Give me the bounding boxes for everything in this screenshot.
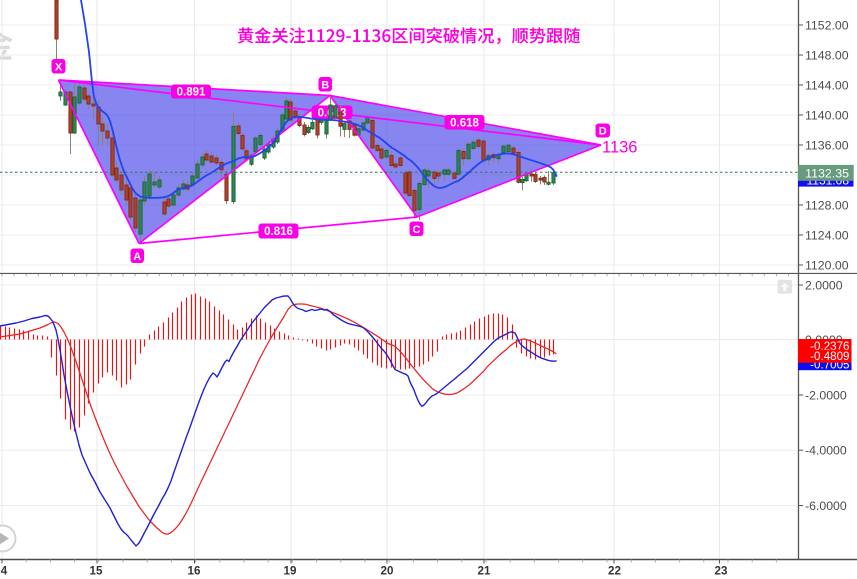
- svg-text:D: D: [599, 126, 607, 138]
- svg-text:0.816: 0.816: [264, 226, 293, 238]
- svg-text:X: X: [55, 61, 63, 73]
- svg-text:21: 21: [478, 565, 491, 578]
- svg-text:16: 16: [188, 565, 201, 578]
- svg-text:15: 15: [90, 565, 103, 578]
- svg-text:1132.35: 1132.35: [805, 167, 849, 181]
- svg-text:19: 19: [284, 565, 297, 578]
- svg-text:1136.00: 1136.00: [805, 138, 849, 152]
- svg-text:23: 23: [715, 565, 728, 578]
- svg-text:20: 20: [381, 565, 394, 578]
- svg-text:1144.00: 1144.00: [805, 78, 849, 92]
- svg-text:C: C: [413, 224, 421, 236]
- svg-text:1128.00: 1128.00: [805, 198, 849, 212]
- svg-text:2.0000: 2.0000: [805, 278, 843, 292]
- svg-text:4: 4: [1, 565, 8, 578]
- svg-text:B: B: [321, 79, 329, 91]
- svg-text:A: A: [133, 251, 141, 263]
- svg-text:1124.00: 1124.00: [805, 228, 849, 242]
- svg-text:0.891: 0.891: [177, 87, 206, 99]
- svg-text:1140.00: 1140.00: [805, 108, 849, 122]
- svg-text:1136: 1136: [602, 139, 637, 157]
- svg-text:-4.0000: -4.0000: [805, 444, 847, 458]
- svg-text:1148.00: 1148.00: [805, 48, 849, 62]
- svg-text:22: 22: [608, 565, 621, 578]
- svg-text:-2.0000: -2.0000: [805, 388, 847, 402]
- svg-text:-6.0000: -6.0000: [805, 499, 847, 513]
- svg-text:1152.00: 1152.00: [805, 18, 849, 32]
- svg-text:0.618: 0.618: [450, 117, 479, 129]
- svg-text:1120.00: 1120.00: [805, 258, 849, 272]
- svg-text:-0.4809: -0.4809: [810, 350, 849, 363]
